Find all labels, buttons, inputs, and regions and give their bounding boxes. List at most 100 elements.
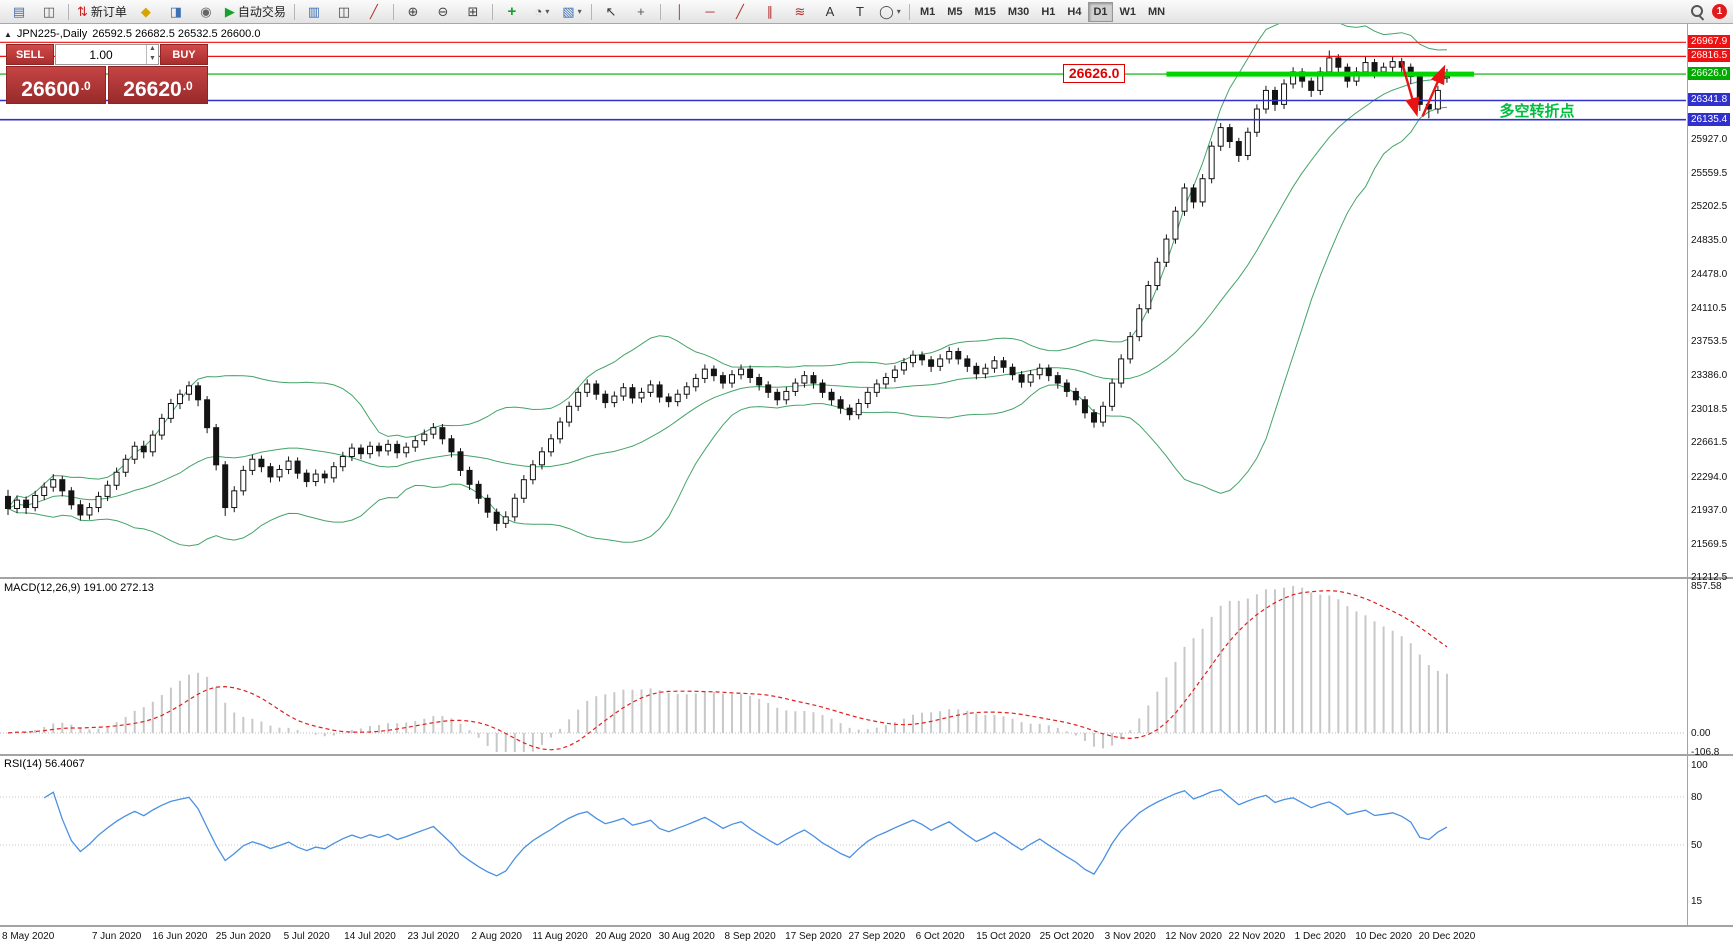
label-icon[interactable]: T: [845, 1, 875, 23]
axis-tick-label: 21569.5: [1691, 538, 1728, 550]
toolbar-separator: [590, 3, 592, 20]
drawn-arrow[interactable]: [1421, 64, 1446, 117]
date-label: 27 Sep 2020: [848, 931, 906, 942]
date-label: 16 Jun 2020: [152, 931, 208, 942]
axis-tick-label: 21937.0: [1691, 504, 1728, 516]
lot-spinner: ▲ ▼: [146, 45, 158, 64]
new-order-button[interactable]: ⇅ 新订单: [73, 1, 131, 23]
templates-icon-dropdown[interactable]: ▾: [577, 7, 582, 16]
periods-icon[interactable]: ◔ ▾: [527, 1, 557, 23]
sell-button[interactable]: SELL: [6, 44, 54, 65]
cursor-icon[interactable]: ↖: [596, 1, 626, 23]
metaeditor-icon[interactable]: ◆: [131, 1, 161, 23]
templates-icon: ▧: [562, 3, 575, 19]
periods-icon: ◔: [534, 4, 543, 19]
crosshair-icon[interactable]: +: [626, 1, 656, 23]
turning-point-annotation[interactable]: 多空转折点: [1499, 103, 1575, 121]
channel-icon[interactable]: ∥: [755, 1, 785, 23]
terminal-icon[interactable]: ◨: [161, 1, 191, 23]
cursor-icon: ↖: [605, 3, 617, 19]
notification-badge[interactable]: 1: [1712, 4, 1727, 19]
timeframe-m1-button[interactable]: M1: [919, 5, 936, 18]
timeframe-m5-button[interactable]: M5: [947, 5, 963, 18]
axis-tick-label: 23018.5: [1691, 404, 1728, 416]
periods-icon-dropdown[interactable]: ▾: [545, 7, 550, 16]
horizontal-line-icon[interactable]: ─: [695, 1, 725, 23]
date-label: 12 Nov 2020: [1165, 931, 1222, 942]
toolbar-separator: [68, 3, 69, 20]
axis-tick-label: 0.00: [1691, 727, 1711, 739]
bollinger-bands: [7, 16, 1448, 547]
symbol-title: JPN225-,Daily: [16, 28, 88, 40]
timeframe-w1-button[interactable]: W1: [1119, 5, 1137, 18]
lot-size-input[interactable]: [56, 45, 147, 64]
buy-price-main: 26620: [123, 78, 182, 101]
buy-price-decimal: .0: [182, 79, 193, 93]
templates-icon[interactable]: ▧ ▾: [557, 1, 587, 23]
candlestick-chart-icon[interactable]: ◫: [329, 1, 359, 23]
indicators-icon: +: [507, 3, 517, 20]
indicators-icon[interactable]: +: [497, 1, 527, 23]
axis-tick-label: 25202.5: [1691, 201, 1728, 213]
rsi-panel-splitter[interactable]: [0, 754, 1733, 756]
shapes-icon[interactable]: ◯ ▾: [875, 1, 905, 23]
toolbar-buttons: ▤ ◫ ⇅ 新订单 ◆ ◨ ◉ ▶ 自动交易 ▥ ◫ ╱ ⊕ ⊖ ⊞ + ◔ ▾ ▧ ▾ ↖ + │ ─ ╱ ∥ ≋ A T ◯ ▾: [4, 1, 914, 23]
auto-trading-button[interactable]: ▶ 自动交易: [221, 1, 290, 23]
date-label: 5 Jul 2020: [283, 931, 330, 942]
trendline-icon[interactable]: ╱: [725, 1, 755, 23]
vertical-line-icon[interactable]: │: [665, 1, 695, 23]
buy-price-display[interactable]: 26620 .0: [108, 66, 208, 104]
axis-tick-label: 22661.5: [1691, 437, 1728, 449]
price-level-tag: 26626.0: [1688, 67, 1731, 81]
timeframe-d1-button[interactable]: D1: [1088, 1, 1113, 22]
macd-panel-splitter[interactable]: [0, 577, 1733, 579]
tile-windows-icon[interactable]: ⊞: [458, 1, 488, 23]
axis-tick-label: 23753.5: [1691, 335, 1728, 347]
date-label: 8 Sep 2020: [724, 931, 776, 942]
text-icon[interactable]: A: [815, 1, 845, 23]
profiles-icon[interactable]: ◫: [34, 1, 64, 23]
shapes-icon: ◯: [879, 3, 894, 19]
fibonacci-icon[interactable]: ≋: [785, 1, 815, 23]
drawn-arrow[interactable]: [1400, 61, 1420, 117]
line-chart-icon[interactable]: ╱: [359, 1, 389, 23]
timeframe-h1-button[interactable]: H1: [1041, 5, 1056, 18]
tile-windows-icon: ⊞: [467, 3, 479, 19]
timeframe-m30-button[interactable]: M30: [1007, 5, 1030, 18]
date-label: 23 Jul 2020: [407, 931, 460, 942]
rsi-panel: [0, 788, 1686, 877]
timeframe-toolbar: M1 M5 M15 M30 H1 H4 D1 W1 MN: [914, 1, 1171, 22]
fibonacci-icon: ≋: [794, 3, 806, 19]
new-chart-icon[interactable]: ▤: [4, 1, 34, 23]
candlestick-chart-icon: ◫: [337, 3, 351, 19]
date-label: 30 Aug 2020: [658, 931, 715, 942]
date-label: 22 Nov 2020: [1228, 931, 1286, 942]
lot-down-icon[interactable]: ▼: [149, 54, 156, 62]
axis-tick-label: 24478.0: [1691, 268, 1728, 280]
date-label: 1 Dec 2020: [1294, 931, 1346, 942]
price-axis-border: [1687, 24, 1688, 925]
macd-panel: [0, 585, 1686, 752]
strategy-tester-icon[interactable]: ◉: [191, 1, 221, 23]
bar-chart-icon: ▥: [307, 3, 321, 19]
lot-up-icon[interactable]: ▲: [149, 45, 156, 52]
auto-trading-button: ▶: [224, 3, 235, 19]
shapes-icon-dropdown[interactable]: ▾: [896, 7, 901, 16]
timeframe-h4-button[interactable]: H4: [1067, 5, 1082, 18]
zoom-out-icon[interactable]: ⊖: [428, 1, 458, 23]
bar-chart-icon[interactable]: ▥: [299, 1, 329, 23]
search-icon[interactable]: [1690, 4, 1705, 19]
toolbar-right: 1: [1690, 4, 1729, 19]
price-level-label[interactable]: 26626.0: [1062, 64, 1126, 84]
date-label: 20 Dec 2020: [1418, 931, 1476, 942]
timeframe-mn-button[interactable]: MN: [1148, 5, 1166, 18]
zoom-in-icon[interactable]: ⊕: [398, 1, 428, 23]
sell-price-main: 26600: [21, 78, 80, 101]
new-chart-icon: ▤: [12, 3, 26, 19]
sell-price-display[interactable]: 26600 .0: [6, 66, 106, 104]
timeframe-m15-button[interactable]: M15: [974, 5, 996, 18]
collapse-panel-icon[interactable]: ▲: [4, 29, 12, 39]
price-level-tag: 26135.4: [1688, 112, 1731, 126]
buy-button[interactable]: BUY: [160, 44, 208, 65]
